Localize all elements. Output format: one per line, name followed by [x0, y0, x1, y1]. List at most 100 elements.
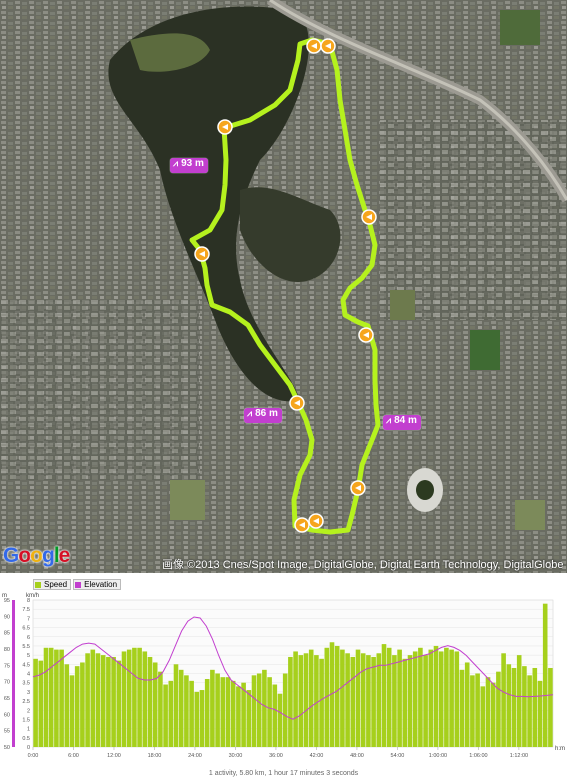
satellite-map[interactable]: ⩘ 93 m ⩘ 86 m ⩘ 84 m Google 画像 ©2013 Cnes/S…	[0, 0, 567, 573]
time-tick-label: 42:00	[310, 753, 324, 759]
arrow-icon	[294, 400, 300, 406]
speed-bar	[256, 673, 262, 747]
speed-bar	[454, 651, 460, 747]
speed-bar	[324, 647, 330, 747]
speed-bar	[132, 647, 137, 747]
speed-tick-label: 0	[27, 745, 30, 751]
speed-bar	[54, 649, 59, 747]
speed-bar	[116, 660, 122, 747]
elevation-icon: ⩘	[386, 415, 392, 425]
speed-bar	[527, 675, 532, 747]
speed-bar	[43, 647, 49, 747]
time-tick-label: 30:00	[229, 753, 243, 759]
speed-tick-label: 6	[27, 635, 30, 641]
speed-bar	[537, 680, 543, 747]
elevation-tick-label: 60	[4, 712, 10, 718]
speed-bar	[262, 669, 267, 747]
speed-bar	[314, 655, 319, 747]
speed-bar	[334, 645, 340, 747]
speed-bar	[158, 671, 163, 747]
legend-speed[interactable]: Speed	[33, 579, 72, 590]
speed-tick-label: 2.5	[22, 699, 30, 705]
speed-bar	[163, 684, 168, 747]
speed-tick-label: 8	[27, 598, 30, 604]
google-logo[interactable]: Google	[3, 544, 70, 567]
speed-bar	[459, 669, 465, 747]
speed-bar	[511, 667, 517, 747]
imagery-credit[interactable]: 画像 ©2013 Cnes/Spot Image, DigitalGlobe, …	[162, 559, 567, 571]
speed-bar	[329, 642, 335, 747]
elevation-icon: ⩘	[173, 158, 179, 168]
speed-bar	[433, 645, 439, 747]
speed-bar	[111, 656, 116, 747]
time-unit-label: h:m	[555, 746, 565, 752]
speed-bar	[485, 677, 491, 747]
arrow-icon	[311, 43, 317, 49]
speed-bar	[407, 655, 413, 747]
speed-bar	[428, 649, 434, 747]
speed-bar	[225, 677, 231, 747]
speed-bar	[199, 690, 205, 747]
speed-bar	[376, 653, 382, 747]
speed-bar	[100, 655, 106, 747]
legend-swatch-elevation	[75, 581, 82, 588]
chart-plot: m km/h h:m 8 7.5 7 6.5 6 5.5 5 4.5 4 3.5 3 2.5 2 1.5 1…	[2, 593, 565, 759]
speed-bar	[480, 686, 486, 747]
elevation-label-86m[interactable]: ⩘ 86 m	[244, 408, 282, 423]
speed-bar	[121, 651, 127, 747]
time-tick-label: 54:00	[391, 753, 405, 759]
speed-bar	[246, 690, 252, 747]
speed-bar	[490, 682, 496, 747]
speed-bar	[236, 686, 241, 747]
speed-tick-label: 7.5	[22, 607, 30, 613]
speed-bar	[272, 684, 278, 747]
elevation-tick-label: 95	[4, 598, 10, 604]
speed-bar	[194, 691, 200, 747]
speed-bar	[542, 603, 548, 747]
speed-bar	[251, 675, 257, 747]
time-tick-label: 1:00:00	[429, 753, 447, 759]
speed-bar	[371, 656, 376, 747]
speed-bar	[85, 653, 90, 747]
arrow-icon	[199, 251, 205, 257]
speed-bar	[444, 647, 449, 747]
speed-bar	[397, 649, 402, 747]
speed-bar	[178, 669, 184, 747]
speed-bar	[522, 666, 527, 747]
arrow-icon	[355, 485, 361, 491]
speed-bar	[402, 658, 408, 747]
speed-bar	[340, 649, 345, 747]
speed-bar	[152, 662, 158, 747]
speed-bar	[173, 664, 179, 747]
elevation-tick-label: 80	[4, 647, 10, 653]
speed-bar	[532, 667, 538, 747]
speed-bar	[506, 664, 512, 747]
speed-bar	[449, 649, 454, 747]
time-tick-label: 6:00	[68, 753, 79, 759]
speed-bar	[33, 658, 38, 747]
speed-bar	[204, 679, 210, 747]
legend-swatch-speed	[35, 581, 41, 588]
speed-bar	[438, 651, 444, 747]
elevation-label-84m[interactable]: ⩘ 84 m	[383, 415, 421, 430]
speed-bar	[355, 649, 361, 747]
elevation-icon: ⩘	[247, 408, 253, 418]
speed-bar	[298, 655, 304, 747]
speed-bar	[386, 647, 392, 747]
speed-bar	[392, 655, 397, 747]
legend-elevation[interactable]: Elevation	[73, 579, 122, 590]
speed-bar	[90, 649, 96, 747]
speed-bar	[106, 656, 111, 747]
speed-tick-label: 2	[27, 708, 30, 714]
speed-bar	[303, 653, 309, 747]
elevation-tick-label: 75	[4, 663, 10, 669]
speed-bar	[38, 660, 44, 747]
speed-bar	[267, 677, 272, 747]
speed-bar	[475, 673, 480, 747]
speed-bar	[168, 680, 174, 747]
speed-elevation-chart: Speed Elevation m km/h h:m 8 7.5 7 6.5 6 5.5 5…	[0, 573, 567, 782]
speed-bar	[230, 680, 236, 747]
speed-bar	[69, 675, 75, 747]
elevation-label-93m[interactable]: ⩘ 93 m	[170, 158, 208, 173]
elevation-tick-label: 70	[4, 680, 10, 686]
